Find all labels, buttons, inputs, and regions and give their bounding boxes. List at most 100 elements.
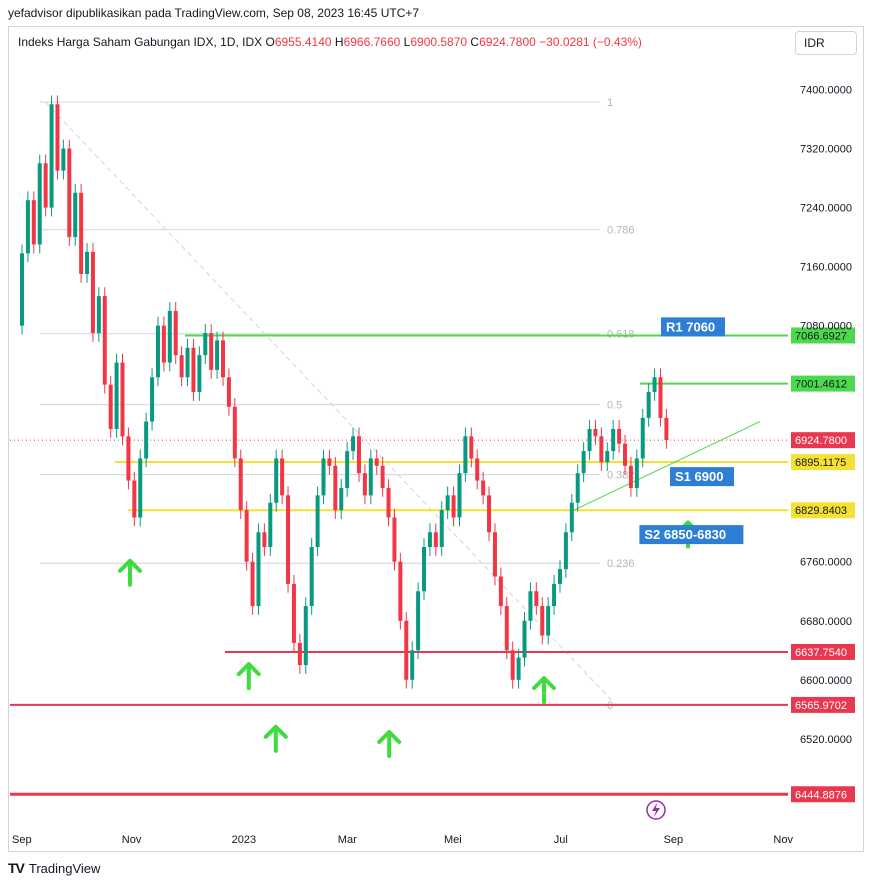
price-tag-text: 6829.8403 bbox=[795, 505, 847, 517]
price-tag-s2 bbox=[791, 502, 855, 519]
candle-body bbox=[167, 310, 172, 363]
candle-body bbox=[120, 362, 125, 437]
fib-label: 1 bbox=[607, 97, 613, 109]
candle-body bbox=[563, 532, 568, 570]
candle-body bbox=[55, 104, 60, 171]
candle-body bbox=[315, 495, 320, 547]
candle-body bbox=[262, 532, 267, 547]
candle-body bbox=[256, 532, 261, 607]
candle-body bbox=[504, 606, 509, 651]
price-tag-r0 bbox=[791, 375, 855, 392]
candle-body bbox=[587, 428, 592, 452]
candle-body bbox=[102, 296, 107, 385]
brand-name: TradingView bbox=[28, 860, 101, 876]
y-axis-tick: 7400.0000 bbox=[800, 85, 852, 97]
price-tag-text: 7066.6927 bbox=[795, 330, 847, 342]
candle-body bbox=[422, 546, 427, 592]
y-axis-tick: 6760.0000 bbox=[800, 557, 852, 569]
y-axis-tick: 7320.0000 bbox=[800, 144, 852, 156]
candle-body bbox=[138, 458, 143, 518]
y-axis-tick: 6680.0000 bbox=[800, 616, 852, 628]
candle-body bbox=[161, 325, 166, 363]
candle-body bbox=[599, 436, 604, 463]
price-tag-red3 bbox=[791, 786, 855, 803]
price-tag-text: 6924.7800 bbox=[795, 435, 847, 447]
candle-body bbox=[475, 458, 480, 481]
candle-body bbox=[345, 451, 350, 488]
candle-body bbox=[173, 310, 178, 356]
candle-body bbox=[481, 480, 486, 496]
fib-trend-line bbox=[45, 101, 617, 706]
candle-body bbox=[623, 443, 628, 466]
candle-body bbox=[291, 583, 296, 643]
tradingview-logo-icon: TV bbox=[8, 860, 25, 876]
x-axis-tick: Nov bbox=[122, 834, 142, 846]
close-label: C bbox=[470, 35, 480, 49]
candle-body bbox=[398, 561, 403, 621]
candle-body bbox=[634, 458, 639, 488]
candle-body bbox=[203, 333, 208, 356]
candle-body bbox=[374, 458, 379, 466]
candle-body bbox=[528, 591, 533, 621]
s1-label: S1 6900 bbox=[675, 469, 723, 484]
candle-body bbox=[31, 200, 36, 245]
candle-body bbox=[49, 104, 54, 208]
close-value: 6924.7800 bbox=[479, 35, 536, 49]
s1-label-box bbox=[670, 467, 734, 487]
price-tag-red1 bbox=[791, 643, 855, 660]
candle-body bbox=[286, 495, 291, 584]
price-tag-red2 bbox=[791, 696, 855, 713]
candle-body bbox=[132, 480, 137, 518]
price-tag-s1 bbox=[791, 454, 855, 471]
candle-body bbox=[628, 465, 633, 488]
change-value: −30.0281 (−0.43%) bbox=[539, 35, 642, 49]
r1-label: R1 7060 bbox=[666, 319, 715, 334]
candle-body bbox=[664, 417, 669, 440]
y-axis-tick: 7240.0000 bbox=[800, 203, 852, 215]
candle-body bbox=[416, 591, 421, 651]
candle-body bbox=[487, 495, 492, 533]
fib-label: 0.5 bbox=[607, 400, 622, 412]
candle-body bbox=[652, 377, 657, 393]
x-axis-tick: Sep bbox=[12, 834, 32, 846]
candle-body bbox=[386, 487, 391, 518]
candle-body bbox=[155, 325, 160, 378]
x-axis-tick: Mar bbox=[338, 834, 357, 846]
low-value: 6900.5870 bbox=[410, 35, 468, 49]
x-axis-tick: Jul bbox=[554, 834, 568, 846]
candle-body bbox=[492, 532, 497, 577]
candle-body bbox=[611, 428, 616, 452]
candle-body bbox=[593, 428, 598, 437]
candle-body bbox=[150, 377, 155, 422]
y-axis-tick: 7080.0000 bbox=[800, 321, 852, 333]
candle-body bbox=[191, 347, 196, 393]
candle-body bbox=[516, 657, 521, 680]
candle-body bbox=[250, 561, 255, 607]
candle-body bbox=[439, 510, 444, 547]
candle-body bbox=[552, 583, 557, 607]
symbol-legend: Indeks Harga Saham Gabungan IDX, 1D, IDX… bbox=[18, 35, 642, 49]
candle-body bbox=[557, 569, 562, 584]
candle-body bbox=[85, 251, 90, 274]
symbol-name: Indeks Harga Saham Gabungan IDX, 1D, IDX bbox=[18, 35, 263, 49]
candle-body bbox=[79, 192, 84, 274]
y-axis-tick: 7160.0000 bbox=[800, 262, 852, 274]
uptrend-line bbox=[570, 421, 761, 513]
candle-body bbox=[605, 451, 610, 463]
x-axis-tick: 2023 bbox=[232, 834, 256, 846]
candle-body bbox=[37, 163, 42, 245]
candle-body bbox=[368, 458, 373, 496]
candle-body bbox=[280, 458, 285, 496]
candle-body bbox=[25, 200, 30, 254]
candle-body bbox=[209, 333, 214, 370]
candle-body bbox=[309, 546, 314, 607]
currency-button[interactable]: IDR bbox=[795, 31, 857, 55]
candle-body bbox=[540, 606, 545, 636]
price-tag-last-price bbox=[791, 432, 855, 449]
up-arrow-icon bbox=[236, 662, 261, 691]
candle-body bbox=[221, 340, 226, 378]
candle-body bbox=[646, 392, 651, 418]
candle-body bbox=[410, 650, 415, 680]
candle-body bbox=[451, 495, 456, 518]
